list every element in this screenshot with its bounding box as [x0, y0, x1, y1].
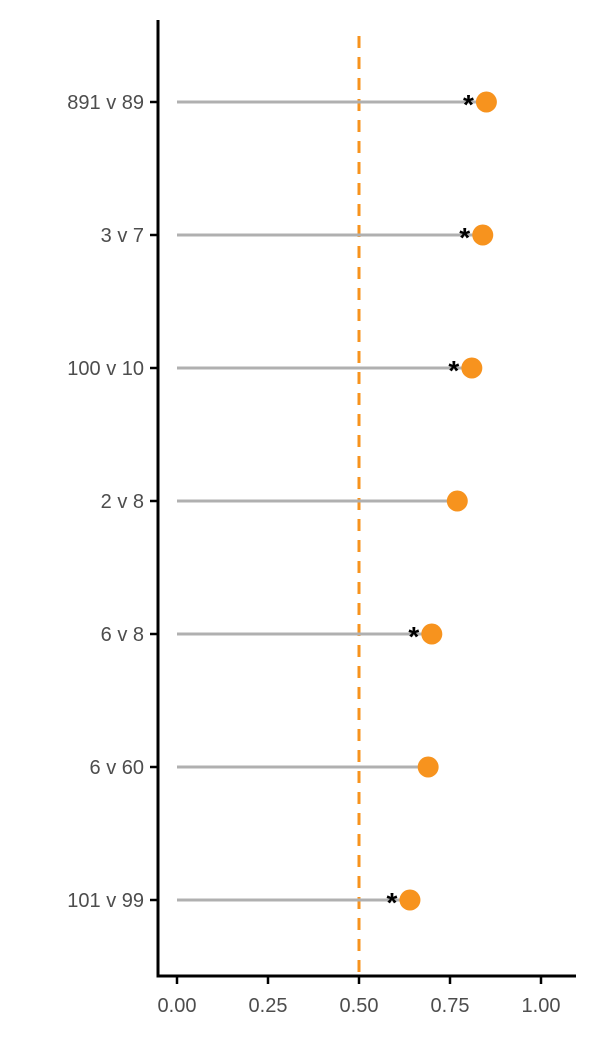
x-tick-label: 1.00: [522, 995, 561, 1017]
x-tick-label: 0.75: [431, 995, 470, 1017]
x-tick-label: 0.00: [158, 995, 197, 1017]
x-tick-label: 0.25: [249, 995, 288, 1017]
lollipop-point: [446, 490, 468, 512]
significance-marker: *: [448, 355, 459, 386]
lollipop-point: [417, 756, 439, 778]
lollipop-point: [399, 889, 421, 911]
y-tick-label: 2 v 8: [101, 491, 144, 513]
lollipop-point: [461, 357, 483, 379]
significance-marker: *: [387, 887, 398, 918]
axis-layer: [156, 20, 576, 978]
lollipop-point: [472, 224, 494, 246]
significance-marker: *: [459, 222, 470, 253]
point-layer: [399, 91, 497, 911]
y-tick-label: 6 v 60: [90, 757, 144, 779]
stem-layer: [177, 100, 487, 902]
y-tick-label: 101 v 99: [67, 890, 144, 912]
x-tick-layer: 0.00 0.25 0.50 0.75 1.00: [158, 976, 561, 1017]
y-tick-label: 6 v 8: [101, 624, 144, 646]
x-tick-label: 0.50: [340, 995, 379, 1017]
y-tick-label: 100 v 10: [67, 358, 144, 380]
lollipop-point: [421, 623, 443, 645]
y-tick-layer: 891 v 89 3 v 7 100 v 10 2 v 8 6 v 8 6 v 60 101…: [67, 92, 158, 912]
y-tick-label: 3 v 7: [101, 225, 144, 247]
significance-marker: *: [463, 89, 474, 120]
y-tick-label: 891 v 89: [67, 92, 144, 114]
lollipop-point: [475, 91, 497, 113]
significance-marker: *: [408, 621, 419, 652]
significance-layer: * * * * *: [387, 89, 474, 918]
